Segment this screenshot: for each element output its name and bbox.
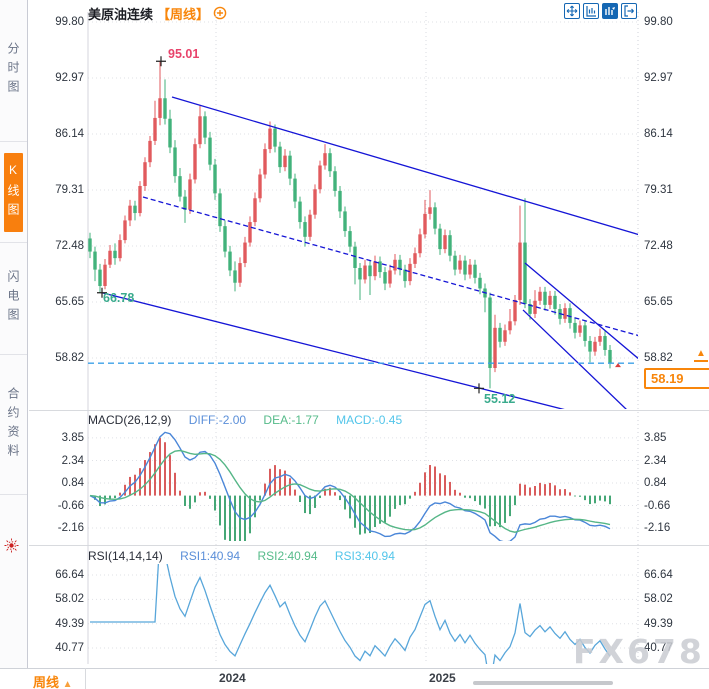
macd-params: MACD(26,12,9) [88, 413, 172, 427]
exit-icon[interactable] [621, 3, 637, 19]
sidebar-tab-label: K线图 [4, 152, 23, 232]
bottom-bar-divider [85, 668, 86, 689]
rsi-line [90, 564, 611, 664]
chart-style-icon[interactable] [602, 3, 618, 19]
rsi-settings-icon[interactable] [4, 538, 19, 558]
pan-icon[interactable] [564, 3, 580, 19]
sidebar-tab-label: 闪电图 [6, 270, 20, 327]
rsi-params: RSI(14,14,14) [88, 549, 163, 563]
macd-dea-readout: DEA:-1.77 [263, 413, 319, 427]
chart-toolbar [564, 3, 637, 19]
drawing-anchor-cross [156, 56, 166, 67]
rsi-header: RSI(14,14,14) RSI1:40.94 RSI2:40.94 RSI3… [88, 549, 395, 563]
grid [87, 12, 639, 664]
macd-pane [89, 431, 611, 541]
add-indicator-icon[interactable] [213, 6, 227, 20]
macd-diff-readout: DIFF:-2.00 [188, 413, 247, 427]
macd-pane-divider [29, 410, 709, 411]
sidebar-tab-2[interactable]: K线图 [0, 142, 27, 243]
last-price-box: 58.19 [644, 368, 709, 389]
period-selector[interactable]: 周线 ▲ [33, 672, 73, 689]
period-tag: 【周线】 [157, 6, 210, 22]
macd-header: MACD(26,12,9) DIFF:-2.00 DEA:-1.77 MACD:… [88, 413, 402, 427]
trendlines [97, 56, 638, 409]
drawing-anchor-cross [97, 287, 107, 298]
instrument-title: 美原油连续 [88, 6, 154, 22]
rsi1-readout: RSI1:40.94 [180, 549, 241, 563]
sidebar-tab-3[interactable]: 闪电图 [0, 243, 27, 355]
period-selector-label: 周线 [33, 675, 60, 689]
last-candle-marker [615, 363, 621, 368]
diff-line [89, 431, 611, 541]
sidebar-tab-1[interactable]: 分时图 [0, 0, 27, 142]
chevron-up-icon: ▲ [62, 679, 73, 689]
sidebar-tab-label: 分时图 [6, 42, 20, 99]
fit-scale-icon[interactable] [583, 3, 599, 19]
candles [88, 61, 612, 389]
rsi-pane [90, 564, 611, 664]
jump-to-latest-icon[interactable]: ▲ [694, 349, 708, 362]
macd-value-readout: MACD:-0.45 [336, 413, 403, 427]
sidebar-tab-label: 合约资料 [6, 386, 20, 463]
dea-line [89, 449, 611, 533]
drawing-anchor-cross [474, 383, 484, 394]
sidebar: 分时图 K线图闪电图合约资料 [0, 0, 28, 668]
horizontal-scrollbar[interactable] [473, 681, 613, 685]
rsi3-readout: RSI3:40.94 [334, 549, 395, 563]
sidebar-tab-4[interactable]: 合约资料 [0, 355, 27, 495]
rsi2-readout: RSI2:40.94 [257, 549, 318, 563]
title-row: 美原油连续 【周线】 [88, 4, 227, 22]
rsi-pane-divider [29, 545, 709, 546]
